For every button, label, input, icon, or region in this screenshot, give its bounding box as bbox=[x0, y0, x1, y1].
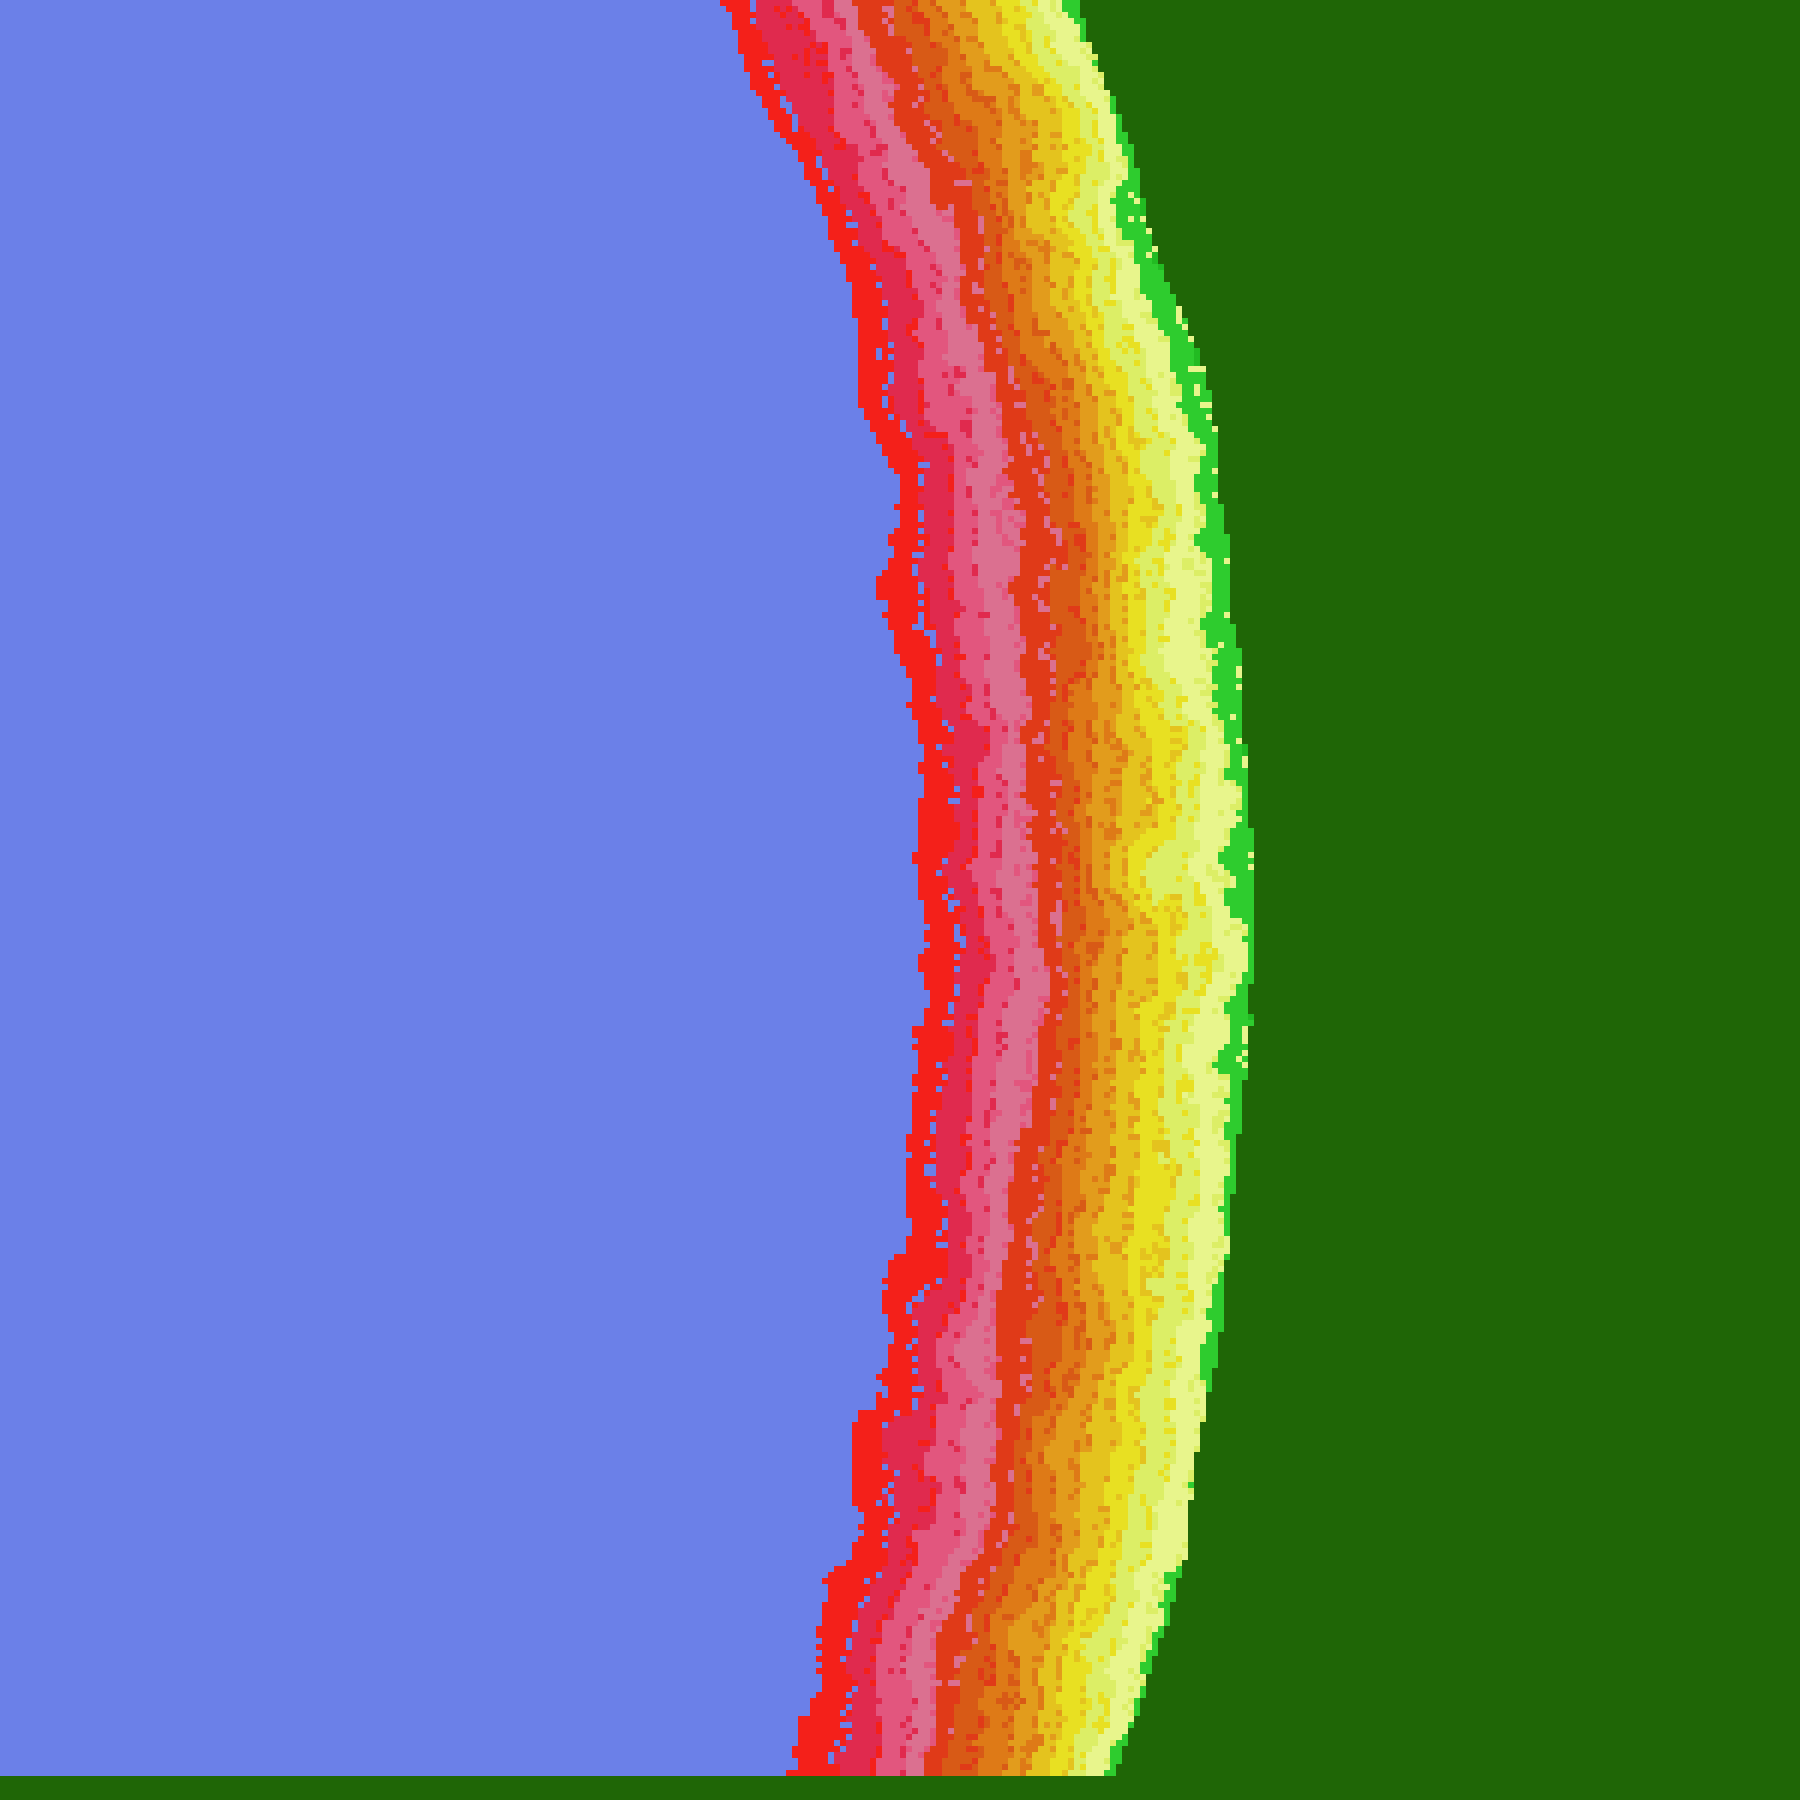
map-viewport bbox=[0, 0, 1800, 1800]
raster-map-canvas bbox=[0, 0, 1800, 1800]
